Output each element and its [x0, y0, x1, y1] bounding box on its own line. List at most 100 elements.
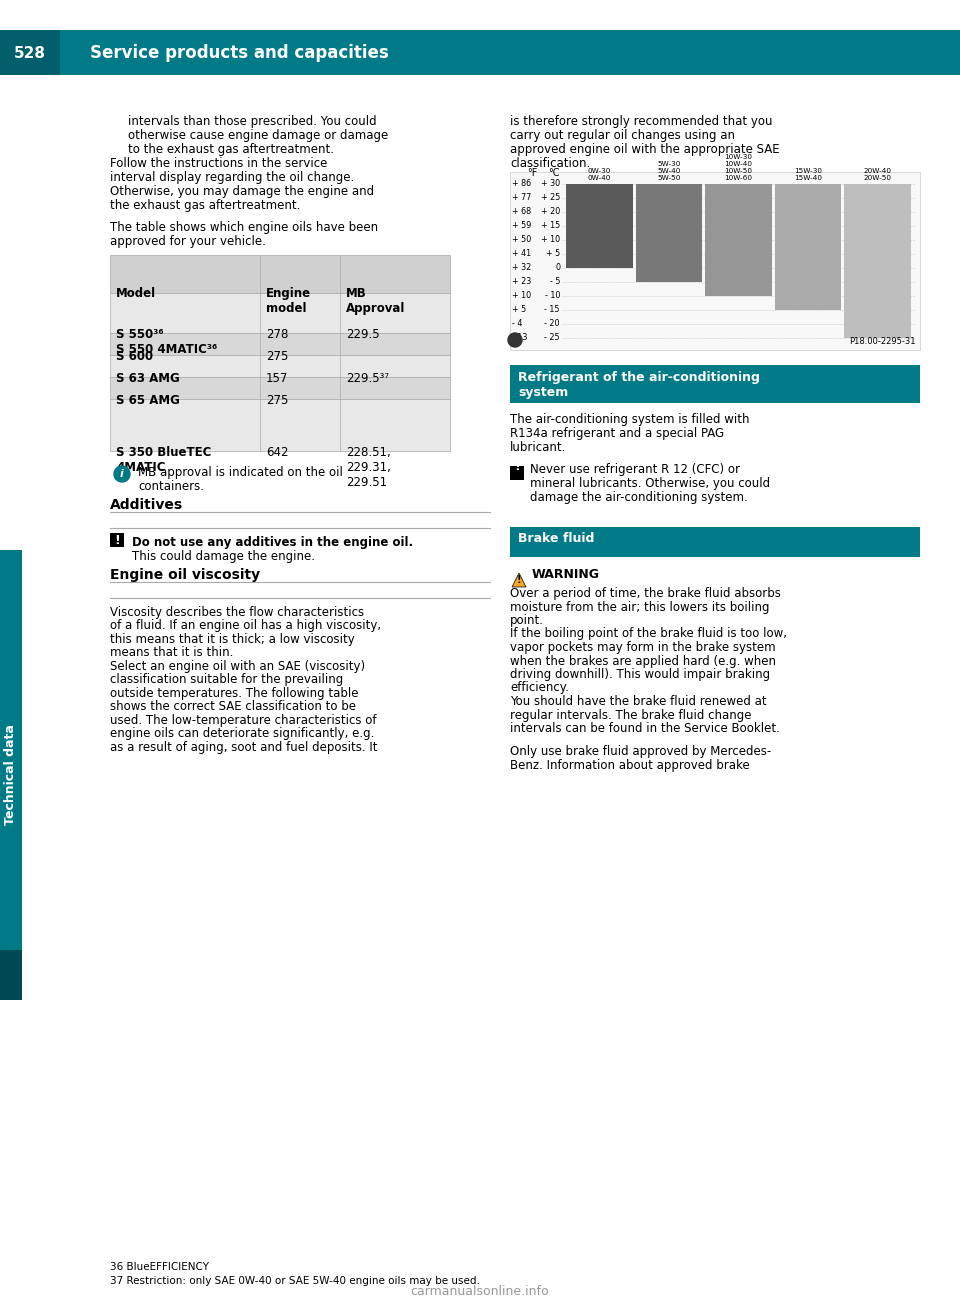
Text: + 59: + 59	[512, 221, 532, 230]
Text: S 550³⁶
S 550 4MATIC³⁶: S 550³⁶ S 550 4MATIC³⁶	[116, 328, 217, 355]
Text: Engine oil viscosity: Engine oil viscosity	[110, 568, 260, 582]
Text: to the exhaust gas aftertreatment.: to the exhaust gas aftertreatment.	[128, 143, 334, 156]
Text: + 15: + 15	[540, 221, 560, 230]
Text: used. The low-temperature characteristics of: used. The low-temperature characteristic…	[110, 713, 376, 727]
Text: + 23: + 23	[512, 277, 531, 286]
Text: 15W-30
15W-40: 15W-30 15W-40	[794, 168, 822, 181]
Text: 0W-30
0W-40: 0W-30 0W-40	[588, 168, 611, 181]
Text: classification.: classification.	[510, 158, 590, 171]
Text: approved for your vehicle.: approved for your vehicle.	[110, 234, 266, 247]
Text: - 13: - 13	[512, 333, 527, 342]
Bar	[110, 378, 450, 398]
Text: S 65 AMG: S 65 AMG	[116, 395, 180, 408]
Bar	[636, 184, 702, 283]
Text: is therefore strongly recommended that you: is therefore strongly recommended that y…	[510, 115, 773, 128]
Text: + 25: + 25	[540, 194, 560, 203]
Text: of a fluid. If an engine oil has a high viscosity,: of a fluid. If an engine oil has a high …	[110, 620, 381, 633]
Text: + 10: + 10	[540, 236, 560, 245]
Bar	[0, 549, 22, 1000]
Text: S 63 AMG: S 63 AMG	[116, 372, 180, 385]
Bar	[110, 355, 450, 378]
Text: as a result of aging, soot and fuel deposits. It: as a result of aging, soot and fuel depo…	[110, 741, 377, 754]
Text: MB
Approval: MB Approval	[346, 286, 405, 315]
Text: 20W-40
20W-50: 20W-40 20W-50	[864, 168, 892, 181]
Text: !: !	[114, 534, 120, 547]
Text: - 20: - 20	[544, 319, 560, 328]
Text: Viscosity describes the flow characteristics: Viscosity describes the flow characteris…	[110, 605, 364, 618]
Polygon shape	[512, 573, 526, 587]
Text: °F: °F	[527, 168, 538, 178]
Text: Additives: Additives	[110, 497, 183, 512]
Text: + 41: + 41	[512, 250, 531, 259]
Text: Over a period of time, the brake fluid absorbs: Over a period of time, the brake fluid a…	[510, 587, 780, 600]
Bar	[110, 533, 124, 547]
Text: R134a refrigerant and a special PAG: R134a refrigerant and a special PAG	[510, 427, 724, 440]
Bar	[510, 365, 920, 404]
Text: 642: 642	[266, 447, 289, 460]
Text: Do not use any additives in the engine oil.: Do not use any additives in the engine o…	[132, 536, 413, 549]
Bar	[775, 184, 841, 310]
Text: 37 Restriction: only SAE 0W-40 or SAE 5W-40 engine oils may be used.: 37 Restriction: only SAE 0W-40 or SAE 5W…	[110, 1276, 480, 1286]
Text: + 50: + 50	[512, 236, 531, 245]
Text: The table shows which engine oils have been: The table shows which engine oils have b…	[110, 221, 378, 234]
Text: i: i	[120, 469, 124, 479]
Bar	[510, 527, 920, 557]
Text: 228.51,
229.31,
229.51: 228.51, 229.31, 229.51	[346, 447, 391, 490]
Text: !: !	[515, 460, 520, 473]
Bar	[706, 184, 772, 296]
Text: !: !	[516, 575, 521, 585]
Text: approved engine oil with the appropriate SAE: approved engine oil with the appropriate…	[510, 143, 780, 156]
Text: S 600: S 600	[116, 350, 154, 363]
Bar	[110, 398, 450, 450]
Text: intervals than those prescribed. You could: intervals than those prescribed. You cou…	[128, 115, 376, 128]
Text: engine oils can deteriorate significantly, e.g.: engine oils can deteriorate significantl…	[110, 728, 374, 741]
Text: regular intervals. The brake fluid change: regular intervals. The brake fluid chang…	[510, 708, 752, 721]
Text: Never use refrigerant R 12 (CFC) or: Never use refrigerant R 12 (CFC) or	[530, 464, 740, 477]
Text: + 5: + 5	[545, 250, 560, 259]
Text: Service products and capacities: Service products and capacities	[90, 44, 389, 62]
Text: - 15: - 15	[544, 306, 560, 315]
Text: Engine
model: Engine model	[266, 286, 311, 315]
Text: + 32: + 32	[512, 263, 531, 272]
Text: You should have the brake fluid renewed at: You should have the brake fluid renewed …	[510, 695, 767, 708]
Text: S 350 BlueTEC
4MATIC: S 350 BlueTEC 4MATIC	[116, 447, 211, 474]
Text: 275: 275	[266, 395, 288, 408]
Text: lubricant.: lubricant.	[510, 441, 566, 454]
Text: means that it is thin.: means that it is thin.	[110, 647, 233, 660]
Text: Model: Model	[116, 286, 156, 299]
Text: - 10: - 10	[544, 292, 560, 301]
Text: otherwise cause engine damage or damage: otherwise cause engine damage or damage	[128, 129, 388, 142]
Text: - 25: - 25	[544, 333, 560, 342]
Text: WARNING: WARNING	[532, 568, 600, 581]
Bar	[0, 950, 22, 1000]
Bar	[110, 333, 450, 355]
Bar	[566, 184, 633, 268]
Text: °C: °C	[548, 168, 560, 178]
Bar	[510, 172, 920, 350]
Text: + 68: + 68	[512, 207, 531, 216]
Text: + 20: + 20	[540, 207, 560, 216]
Text: carry out regular oil changes using an: carry out regular oil changes using an	[510, 129, 735, 142]
Text: 10W-30
10W-40
10W-50
10W-60: 10W-30 10W-40 10W-50 10W-60	[725, 154, 753, 181]
Text: the exhaust gas aftertreatment.: the exhaust gas aftertreatment.	[110, 199, 300, 212]
Text: 36 BlueEFFICIENCY: 36 BlueEFFICIENCY	[110, 1262, 209, 1272]
Text: outside temperatures. The following table: outside temperatures. The following tabl…	[110, 687, 358, 700]
Text: Technical data: Technical data	[5, 724, 17, 825]
Text: interval display regarding the oil change.: interval display regarding the oil chang…	[110, 171, 354, 184]
Text: Refrigerant of the air-conditioning
system: Refrigerant of the air-conditioning syst…	[518, 371, 760, 398]
Text: mineral lubricants. Otherwise, you could: mineral lubricants. Otherwise, you could	[530, 477, 770, 490]
Text: - 5: - 5	[549, 277, 560, 286]
Text: 157: 157	[266, 372, 288, 385]
Circle shape	[114, 466, 130, 482]
Text: + 77: + 77	[512, 194, 532, 203]
Text: damage the air-conditioning system.: damage the air-conditioning system.	[530, 491, 748, 504]
Circle shape	[508, 333, 522, 348]
Text: Only use brake fluid approved by Mercedes-: Only use brake fluid approved by Mercede…	[510, 746, 771, 759]
Text: + 10: + 10	[512, 292, 531, 301]
Text: 278: 278	[266, 328, 288, 341]
Text: when the brakes are applied hard (e.g. when: when the brakes are applied hard (e.g. w…	[510, 655, 776, 668]
Bar	[510, 466, 524, 480]
Text: This could damage the engine.: This could damage the engine.	[132, 549, 315, 562]
Text: MB approval is indicated on the oil: MB approval is indicated on the oil	[138, 466, 343, 479]
Text: The air-conditioning system is filled with: The air-conditioning system is filled wi…	[510, 413, 750, 426]
